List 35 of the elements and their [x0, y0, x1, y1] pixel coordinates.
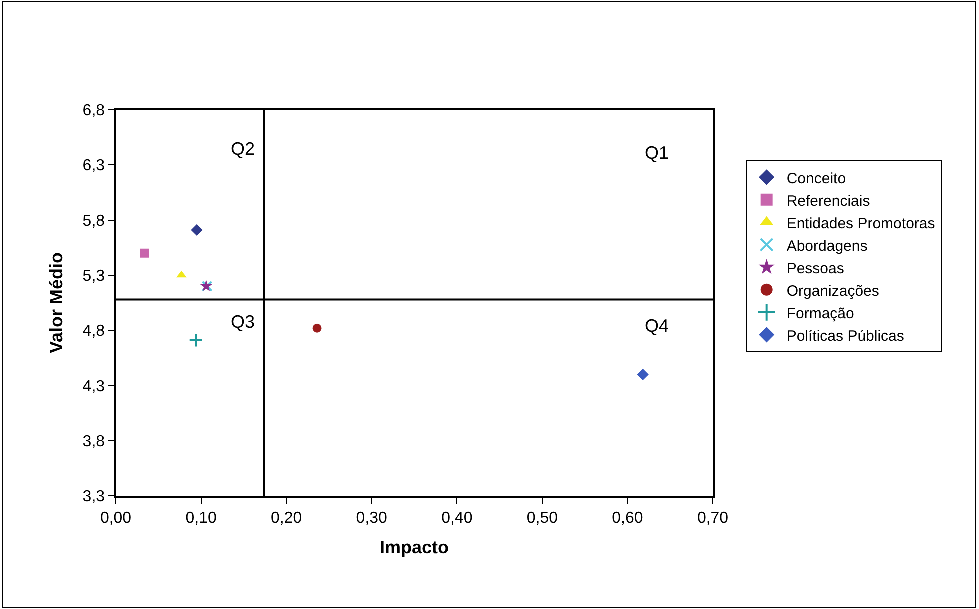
- x-tick-label: 0,70: [697, 510, 729, 527]
- y-tick-label: 3,3: [82, 488, 106, 506]
- y-axis-title: Valor Médio: [46, 252, 66, 354]
- x-tick-label: 0,20: [271, 510, 302, 527]
- y-tick-label: 6,3: [82, 158, 106, 175]
- legend-label: Pessoas: [786, 260, 844, 278]
- x-tick-label: 0,00: [100, 510, 132, 527]
- legend-label: Organizações: [786, 282, 880, 300]
- annotation: Q4: [645, 316, 670, 336]
- legend-label: Formação: [786, 305, 854, 322]
- point: [140, 248, 150, 258]
- y-tick-label: 4,3: [82, 378, 106, 396]
- legend-label: Referenciais: [786, 192, 870, 210]
- legend-label: Conceito: [786, 170, 846, 188]
- x-tick-label: 0,10: [186, 510, 217, 527]
- legend-label: Abordagens: [786, 238, 868, 255]
- y-tick-label: 6,8: [82, 102, 106, 120]
- x-tick-label: 0,30: [356, 510, 388, 527]
- x-axis-title: Impacto: [380, 538, 450, 558]
- y-tick-label: 5,3: [82, 268, 106, 286]
- point: [191, 224, 203, 236]
- y-tick-label: 3,8: [82, 433, 106, 450]
- point: [312, 324, 322, 333]
- x-tick-label: 0,40: [442, 510, 473, 527]
- point: [637, 368, 649, 381]
- point: [188, 333, 204, 348]
- y-tick-label: 5,8: [82, 212, 106, 230]
- annotation: Q2: [231, 139, 256, 159]
- legend-label: Políticas Públicas: [786, 328, 904, 345]
- annotation: Q3: [231, 312, 256, 332]
- x-tick-label: 0,50: [526, 510, 558, 527]
- y-tick-label: 4,8: [82, 323, 106, 340]
- annotation: Q1: [645, 143, 670, 163]
- x-tick-label: 0,60: [612, 510, 644, 527]
- legend-label: Entidades Promotoras: [786, 215, 936, 232]
